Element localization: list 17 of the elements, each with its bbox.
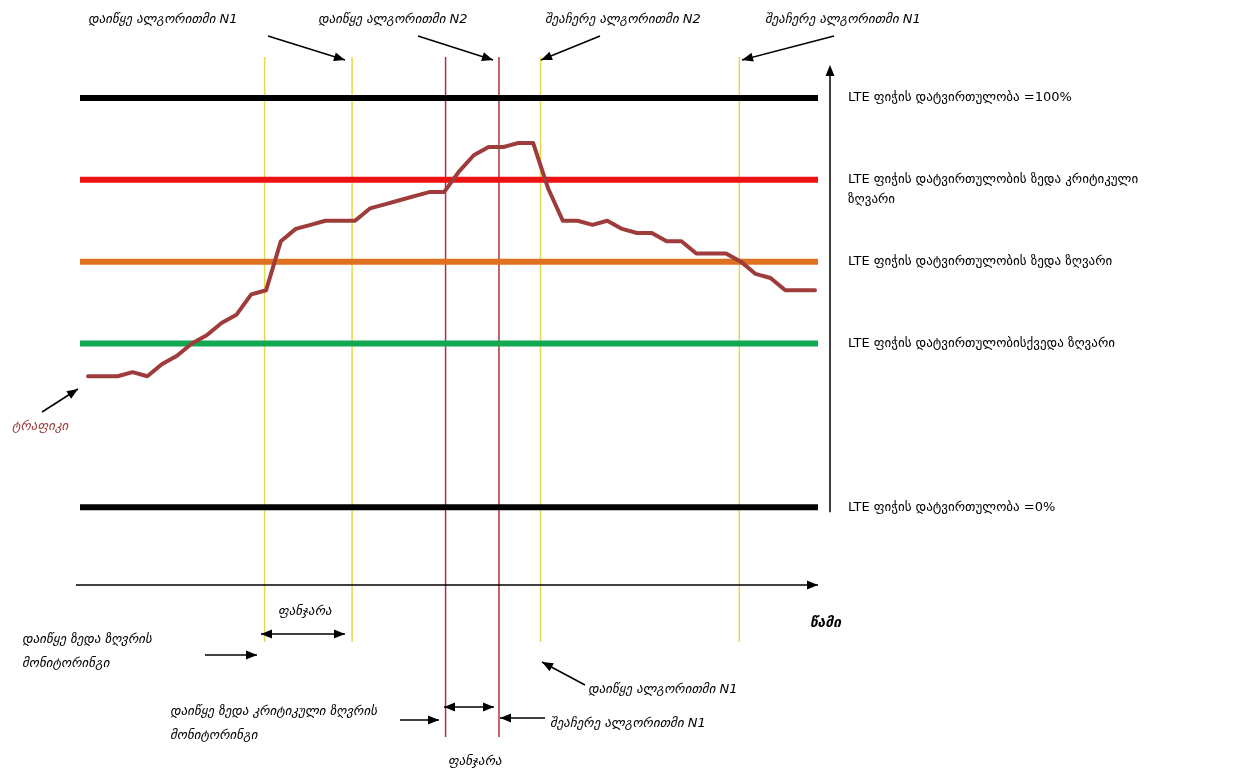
x-axis-title: წამი [810, 613, 843, 630]
ref-line-label: LTE ფიჭის დატვირთულობის ზედა კრიტიკული ზღვარი [848, 171, 1139, 207]
text: შეაჩერე ალგორითმი N1 [550, 715, 706, 731]
text: დაიწყე ალგორითმი N1 [588, 681, 738, 697]
text: დაიწყე ზედა კრიტიკული ზღვრის მონიტორინგი [170, 703, 378, 743]
text: დაიწყე ალგორითმი N2 [318, 11, 468, 27]
text: ტრაფიკი [12, 418, 70, 434]
y-tick-label: LTE ფიჭის დატვირთულობა =0% [848, 498, 1056, 514]
text: ფანჯარა [448, 753, 502, 769]
text: შეაჩერე ალგორითმი N1 [765, 11, 921, 27]
text: დაიწყე ზედა ზღვრის მონიტორინგი [22, 631, 153, 671]
text: ფანჯარა [278, 603, 332, 619]
text: შეაჩერე ალგორითმი N2 [545, 11, 701, 27]
y-tick-label: LTE ფიჭის დატვირთულობა =100% [848, 89, 1072, 105]
ref-line-label: LTE ფიჭის დატვირთულობის ზედა ზღვარი [848, 253, 1113, 269]
text: დაიწყე ალგორითმი N1 [88, 11, 238, 27]
ref-line-label: LTE ფიჭის დატვირთულობისქვედა ზღვარი [848, 334, 1116, 350]
